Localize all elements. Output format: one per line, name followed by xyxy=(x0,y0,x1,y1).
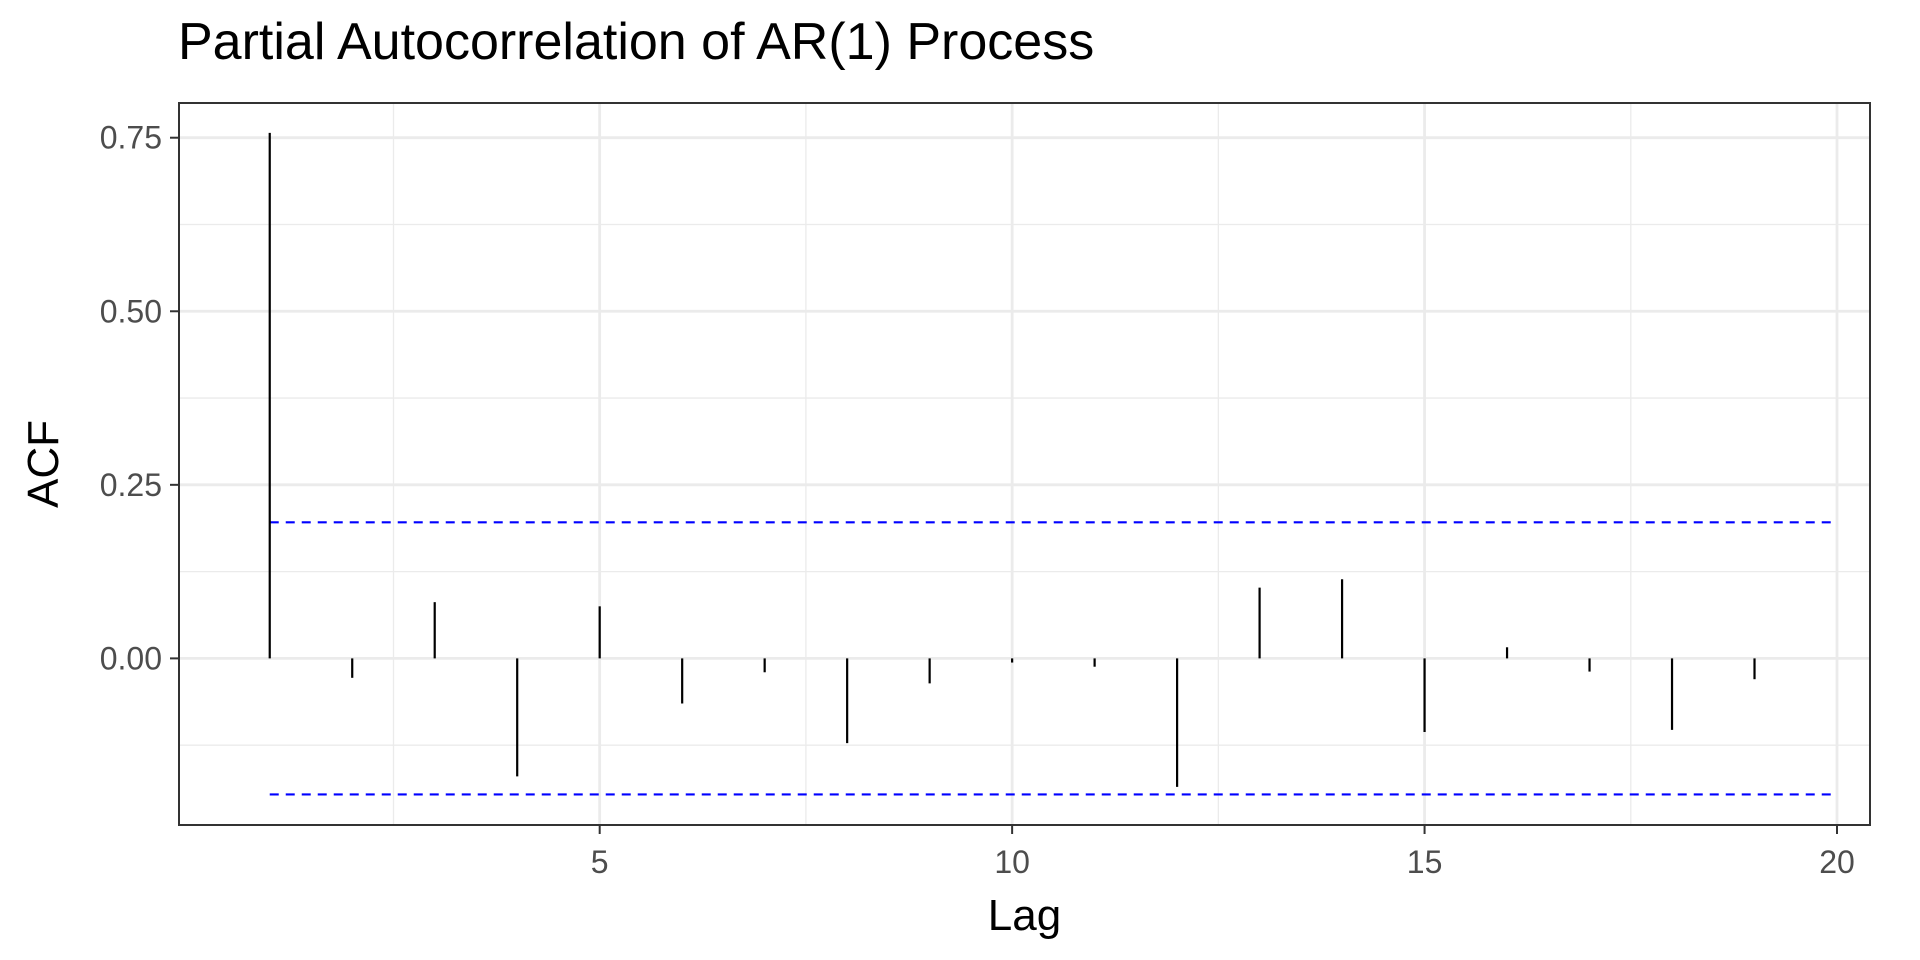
y-axis-title: ACF xyxy=(19,420,68,508)
x-axis-title: Lag xyxy=(988,891,1061,940)
pacf-bars xyxy=(268,132,1756,787)
x-tick-label: 20 xyxy=(1819,844,1855,880)
confidence-bounds xyxy=(269,521,1838,796)
x-tick-label: 10 xyxy=(994,844,1030,880)
grid-lines xyxy=(179,103,1870,825)
x-tick-label: 15 xyxy=(1407,844,1443,880)
y-tick-label: 0.75 xyxy=(100,120,162,156)
axes: 5 10 15 20 0.00 0.25 0.50 0.75 xyxy=(100,120,1855,880)
panel-border xyxy=(178,102,1871,826)
x-tick-label: 5 xyxy=(591,844,609,880)
y-tick-label: 0.25 xyxy=(100,467,162,503)
chart-title: Partial Autocorrelation of AR(1) Process xyxy=(178,13,1095,71)
y-tick-label: 0.00 xyxy=(100,640,162,676)
y-tick-label: 0.50 xyxy=(100,293,162,329)
